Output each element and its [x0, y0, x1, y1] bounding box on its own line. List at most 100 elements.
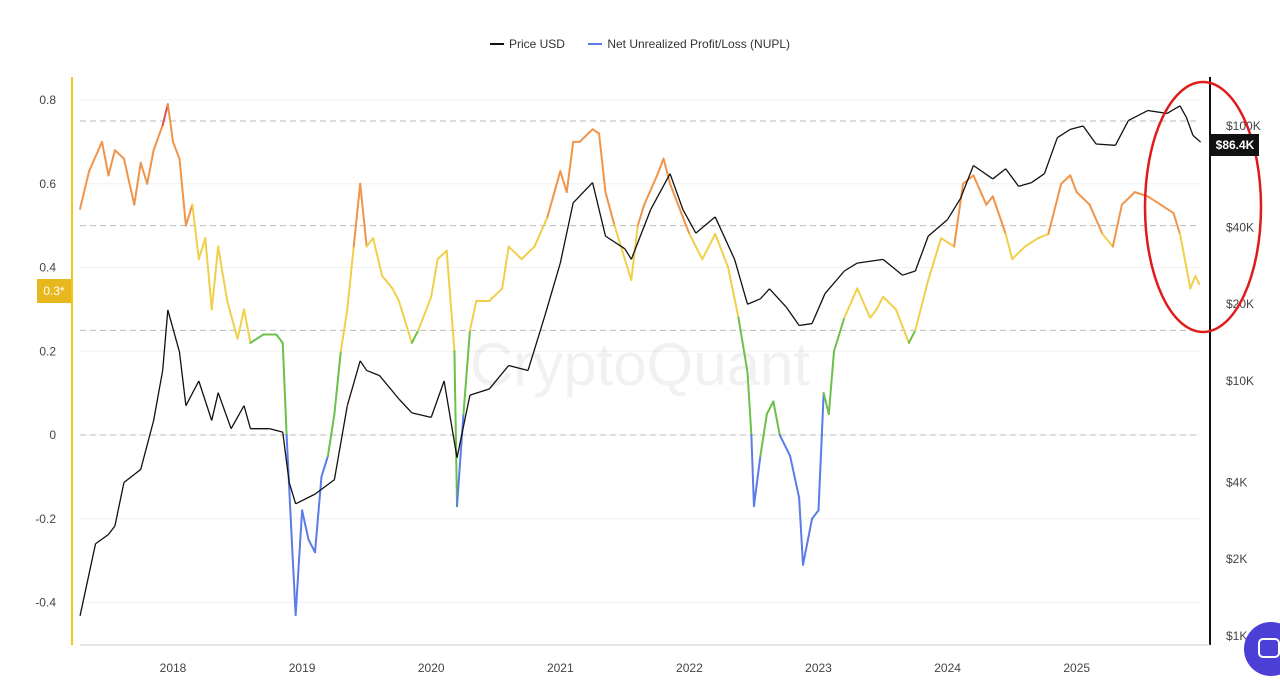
nupl-segment	[217, 245, 229, 302]
nupl-segment	[314, 475, 323, 554]
nupl-segment	[746, 371, 753, 436]
x-tick-label: 2018	[160, 661, 187, 675]
nupl-segment	[752, 454, 762, 508]
nupl-segment	[972, 174, 988, 206]
nupl-segment	[152, 124, 164, 152]
nupl-segment	[1101, 233, 1114, 248]
nupl-segment	[436, 249, 448, 261]
annotation-ellipse	[1143, 80, 1263, 334]
left-tick-label: 0.2	[39, 344, 56, 358]
nupl-segment	[1178, 233, 1188, 269]
price-segment	[333, 405, 348, 480]
price-segment	[359, 360, 368, 371]
price-segment	[914, 235, 929, 272]
nupl-segment	[533, 216, 549, 248]
nupl-segment	[339, 308, 349, 353]
nupl-segment	[1111, 203, 1123, 248]
nupl-segment	[636, 203, 646, 227]
nupl-segment	[1185, 266, 1192, 290]
price-segment	[366, 369, 380, 377]
nupl-segment	[197, 237, 207, 261]
nupl-segment	[1146, 195, 1162, 206]
nupl-segment	[320, 454, 329, 478]
nupl-segment	[630, 224, 639, 282]
chat-button[interactable]	[1244, 622, 1280, 676]
price-segment	[714, 216, 736, 260]
nupl-segment	[927, 237, 943, 282]
price-segment	[559, 202, 574, 264]
nupl-segment	[681, 216, 691, 235]
nupl-segment	[772, 400, 781, 436]
nupl-segment	[139, 161, 149, 185]
nupl-segment	[456, 413, 465, 508]
legend-item-nupl[interactable]: Net Unrealized Profit/Loss (NUPL)	[588, 37, 790, 51]
price-segment	[282, 432, 290, 483]
nupl-segment	[372, 237, 384, 277]
nupl-segment	[430, 258, 439, 298]
price-segment	[1179, 105, 1188, 118]
left-tick-label: 0	[49, 428, 56, 442]
x-tick-label: 2021	[547, 661, 574, 675]
price-segment	[398, 398, 413, 414]
price-segment	[682, 209, 697, 234]
nupl-segment	[894, 308, 910, 344]
price-segment	[379, 375, 400, 400]
nupl-segment	[275, 333, 284, 344]
price-segment	[1070, 125, 1084, 131]
nupl-segment	[107, 149, 116, 177]
legend-item-price[interactable]: Price USD	[489, 37, 565, 51]
price-segment	[902, 270, 916, 276]
nupl-segment	[1088, 203, 1104, 235]
nupl-segment	[662, 157, 672, 185]
price-segment	[1166, 105, 1181, 115]
price-segment	[133, 468, 142, 475]
nupl-segment	[146, 149, 155, 185]
nupl-segment	[1159, 203, 1175, 215]
price-segment	[1005, 168, 1020, 187]
nupl-segment	[869, 308, 878, 319]
price-segment	[295, 493, 316, 505]
current-nupl-badge: 0.3*	[37, 279, 71, 303]
x-tick-label: 2023	[805, 661, 832, 675]
price-segment	[605, 235, 626, 250]
right-tick-label: $40K	[1226, 220, 1254, 234]
nupl-segment	[281, 341, 288, 436]
price-segment	[927, 218, 949, 237]
nupl-segment	[578, 128, 594, 143]
nupl-segment	[462, 329, 471, 416]
price-segment	[747, 298, 761, 305]
x-tick-label: 2019	[289, 661, 316, 675]
nupl-segment	[598, 132, 607, 194]
nupl-segment	[759, 413, 768, 457]
nupl-segment	[1069, 174, 1078, 194]
price-segment	[959, 165, 975, 199]
nupl-swatch	[588, 43, 603, 45]
nupl-segment	[507, 245, 523, 261]
nupl-segment	[100, 140, 110, 177]
price-segment	[669, 173, 684, 210]
price-segment	[314, 479, 335, 495]
nupl-segment	[1036, 233, 1050, 240]
nupl-segment	[172, 140, 181, 160]
nupl-segment	[727, 266, 740, 319]
nupl-segment	[346, 245, 355, 311]
nupl-segment	[410, 329, 420, 344]
right-tick-label: $4K	[1226, 475, 1247, 489]
left-tick-label: 0.4	[39, 261, 56, 275]
price-segment	[346, 360, 361, 406]
nupl-segment	[249, 333, 265, 344]
price-segment	[572, 182, 594, 204]
nupl-segment	[559, 170, 568, 194]
nupl-segment	[1047, 182, 1063, 235]
left-tick-label: 0.6	[39, 177, 56, 191]
nupl-segment	[453, 350, 459, 508]
nupl-segment	[178, 157, 187, 227]
price-segment	[1096, 143, 1116, 146]
nupl-segment	[333, 350, 342, 416]
price-segment	[857, 258, 884, 264]
price-segment	[624, 248, 632, 260]
legend-nupl-label: Net Unrealized Profit/Loss (NUPL)	[607, 37, 791, 51]
price-segment	[167, 309, 181, 353]
nupl-segment	[88, 140, 103, 173]
nupl-segment	[352, 182, 362, 248]
